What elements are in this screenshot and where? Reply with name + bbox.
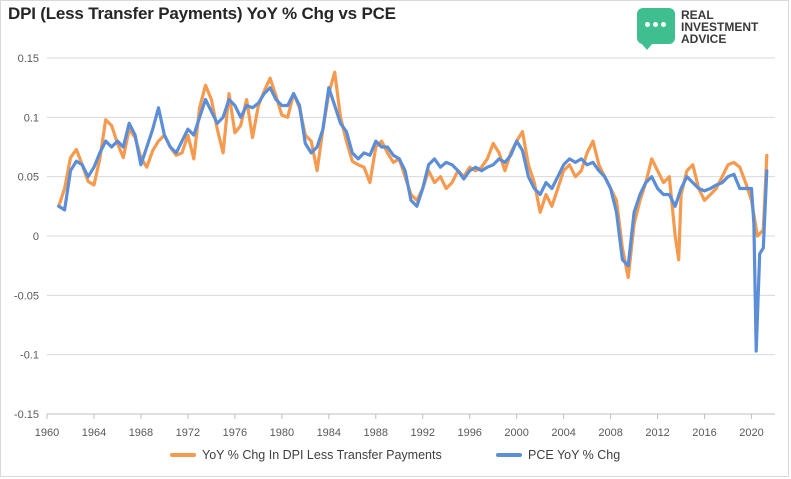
speech-bubble-icon [637, 8, 675, 50]
legend-swatch-pce [496, 453, 522, 457]
legend-item-pce: PCE YoY % Chg [496, 445, 620, 465]
logo-line-1: REAL [681, 8, 714, 22]
x-tick-label: 2012 [645, 427, 669, 439]
x-tick-label: 2008 [598, 427, 622, 439]
series-line-dpi [57, 70, 769, 280]
x-tick-label: 1988 [364, 427, 388, 439]
logo-wordmark: REAL INVESTMENT ADVICE [681, 9, 758, 45]
y-tick-label: 0.1 [24, 112, 39, 124]
y-tick-label: -0.1 [20, 350, 39, 362]
y-axis-ticks: -0.15 -0.1 -0.05 0 0.05 0.1 0.15 [14, 53, 39, 421]
x-tick-label: 1976 [223, 427, 247, 439]
legend-label-dpi: YoY % Chg In DPI Less Transfer Payments [202, 448, 442, 462]
logo-line-3: ADVICE [681, 32, 727, 46]
x-tick-label: 1964 [82, 427, 106, 439]
y-tick-label: 0.05 [18, 172, 39, 184]
y-tick-label: 0 [33, 231, 39, 243]
logo-line-2: INVESTMENT [681, 20, 759, 34]
y-tick-label: -0.05 [14, 290, 39, 302]
x-tick-label: 2020 [739, 427, 763, 439]
series-line-pce [57, 86, 769, 353]
x-tick-label: 1992 [410, 427, 434, 439]
chart-title: DPI (Less Transfer Payments) YoY % Chg v… [8, 4, 396, 23]
x-tick-label: 1984 [317, 427, 341, 439]
x-tick-label: 2016 [692, 427, 716, 439]
y-tick-label: -0.15 [14, 409, 39, 421]
x-tick-label: 1960 [35, 427, 59, 439]
legend-swatch-dpi [170, 453, 196, 457]
legend-item-dpi: YoY % Chg In DPI Less Transfer Payments [170, 445, 442, 465]
x-tick-label: 1972 [176, 427, 200, 439]
x-tick-label: 1980 [270, 427, 294, 439]
real-investment-advice-logo: REAL INVESTMENT ADVICE [637, 8, 777, 50]
legend-label-pce: PCE YoY % Chg [528, 448, 621, 462]
x-tick-label: 1968 [129, 427, 153, 439]
series-lines [57, 70, 769, 353]
x-tick-label: 2004 [551, 427, 575, 439]
gridlines [47, 57, 775, 415]
x-tick-label: 1996 [457, 427, 481, 439]
x-axis-ticks: 1960 1964 1968 1972 1976 1980 1984 1988 1992 1996… [35, 414, 764, 439]
x-tick-label: 2000 [504, 427, 528, 439]
y-tick-label: 0.15 [18, 53, 39, 65]
legend: YoY % Chg In DPI Less Transfer Payments … [0, 445, 791, 465]
